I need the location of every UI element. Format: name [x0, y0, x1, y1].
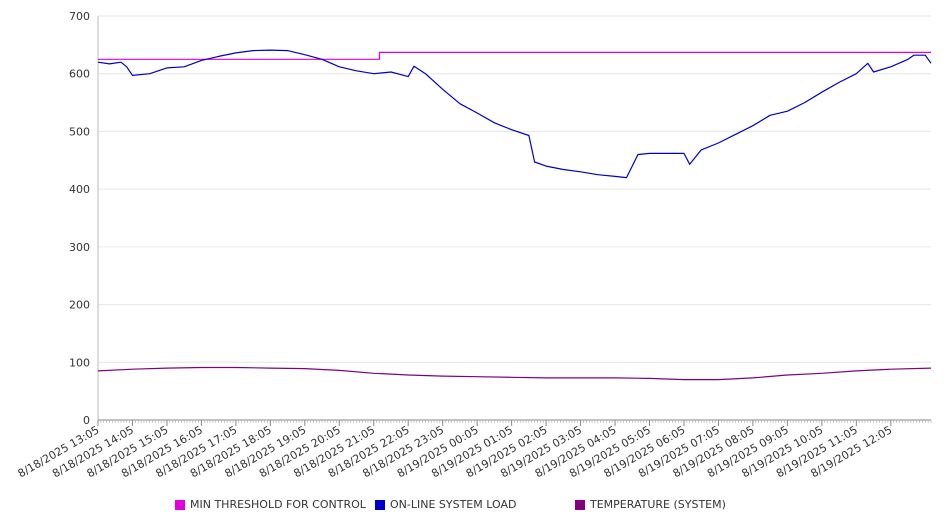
legend-item-system-load[interactable]: ON-LINE SYSTEM LOAD [375, 498, 516, 511]
legend-label-temperature: TEMPERATURE (SYSTEM) [590, 498, 726, 511]
y-axis-tick-labels: 0 100 200 300 400 500 600 700 [69, 10, 90, 427]
y-tick-label: 0 [83, 414, 90, 427]
y-tick-label: 700 [69, 10, 90, 23]
x-axis-tick-labels: 8/18/2025 13:058/18/2025 14:058/18/2025 … [16, 423, 895, 480]
y-tick-label: 600 [69, 68, 90, 81]
series-line-0 [98, 51, 931, 60]
legend-swatch-system-load [375, 499, 385, 510]
legend-label-min-threshold: MIN THRESHOLD FOR CONTROL [190, 498, 366, 511]
legend-item-temperature[interactable]: TEMPERATURE (SYSTEM) [575, 498, 726, 511]
y-tick-label: 100 [69, 356, 90, 369]
series-lines [97, 49, 932, 381]
legend-item-min-threshold[interactable]: MIN THRESHOLD FOR CONTROL [175, 498, 366, 511]
axes [97, 16, 932, 426]
series-line-1 [97, 49, 932, 179]
y-tick-label: 500 [69, 125, 90, 138]
y-tick-label: 200 [69, 299, 90, 312]
y-tick-label: 400 [69, 183, 90, 196]
series-line-2 [97, 366, 932, 381]
legend-swatch-temperature [575, 499, 585, 510]
legend-label-system-load: ON-LINE SYSTEM LOAD [390, 498, 517, 511]
legend-swatch-min-threshold [175, 499, 185, 510]
y-tick-label: 300 [69, 241, 90, 254]
gridlines [98, 15, 931, 363]
legend: MIN THRESHOLD FOR CONTROL ON-LINE SYSTEM… [0, 498, 946, 516]
